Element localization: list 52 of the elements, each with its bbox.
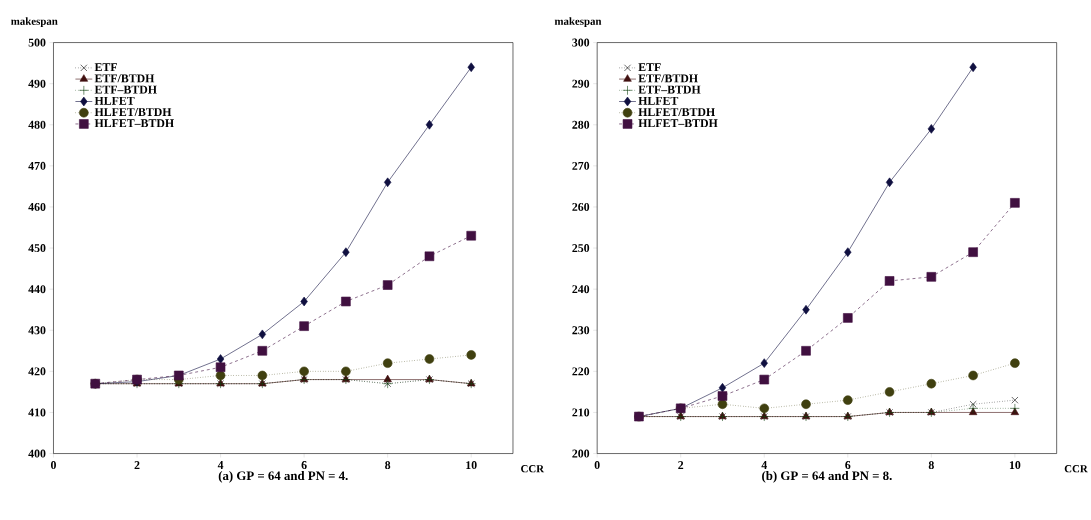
- x-tick-label: 6: [845, 461, 851, 470]
- y-axis-title: makespan: [11, 17, 58, 28]
- text: (a) GP = 64 and PN = 4.: [218, 471, 348, 483]
- y-tick-label: 200: [572, 449, 590, 458]
- legend-label: HLFET–BTDH: [638, 119, 718, 128]
- x-tick-label: 10: [466, 461, 477, 470]
- y-tick-label: 280: [572, 120, 590, 129]
- y-tick-label: 250: [572, 244, 590, 253]
- legend-label: ETF: [638, 63, 661, 72]
- legend-label: ETF–BTDH: [638, 85, 701, 94]
- legend-label: HLFET: [638, 96, 679, 105]
- x-tick-label: 2: [134, 461, 140, 469]
- x-tick-label: 4: [761, 461, 767, 469]
- y-tick-label: 400: [28, 449, 46, 458]
- x-tick-label: 2: [678, 461, 684, 469]
- x-tick-label: 6: [301, 461, 307, 470]
- x-tick-label: 0: [594, 461, 600, 470]
- y-tick-label: 500: [28, 38, 46, 47]
- legend-label: HLFET/BTDH: [638, 108, 715, 117]
- legend-label: ETF/BTDH: [638, 74, 698, 83]
- x-tick-label: 10: [1009, 461, 1021, 470]
- y-tick-label: 480: [28, 120, 46, 129]
- legend-label: HLFET–BTDH: [94, 119, 174, 128]
- y-tick-label: 470: [28, 161, 46, 170]
- legend-label: HLFET: [94, 96, 135, 105]
- x-tick-label: 4: [217, 461, 224, 469]
- legend-label: ETF/BTDH: [94, 74, 155, 83]
- y-tick-label: 420: [28, 367, 46, 376]
- y-axis-title: makespan: [554, 17, 602, 28]
- y-tick-label: 440: [28, 285, 46, 294]
- y-tick-label: 240: [572, 285, 590, 294]
- y-tick-label: 230: [572, 326, 590, 335]
- y-tick-label: 270: [572, 161, 590, 170]
- legend-label: HLFET/BTDH: [94, 108, 172, 117]
- y-tick-label: 490: [28, 79, 46, 88]
- y-tick-label: 430: [28, 326, 46, 335]
- y-tick-label: 460: [28, 203, 46, 211]
- x-axis-title: CCR: [1064, 465, 1088, 473]
- y-tick-label: 300: [572, 38, 590, 47]
- y-tick-label: 450: [28, 244, 46, 253]
- x-tick-label: 8: [385, 461, 391, 470]
- legend-label: ETF–BTDH: [94, 85, 157, 94]
- legend-label: ETF: [94, 63, 117, 72]
- y-tick-label: 210: [572, 408, 590, 417]
- text: (b) GP = 64 and PN = 8.: [762, 471, 892, 483]
- y-tick-label: 290: [572, 79, 590, 88]
- y-tick-label: 410: [28, 408, 46, 417]
- y-tick-label: 220: [572, 367, 590, 376]
- x-axis-title: CCR: [521, 465, 545, 473]
- x-tick-label: 8: [928, 461, 934, 470]
- x-tick-label: 0: [50, 461, 56, 470]
- y-tick-label: 260: [572, 203, 590, 211]
